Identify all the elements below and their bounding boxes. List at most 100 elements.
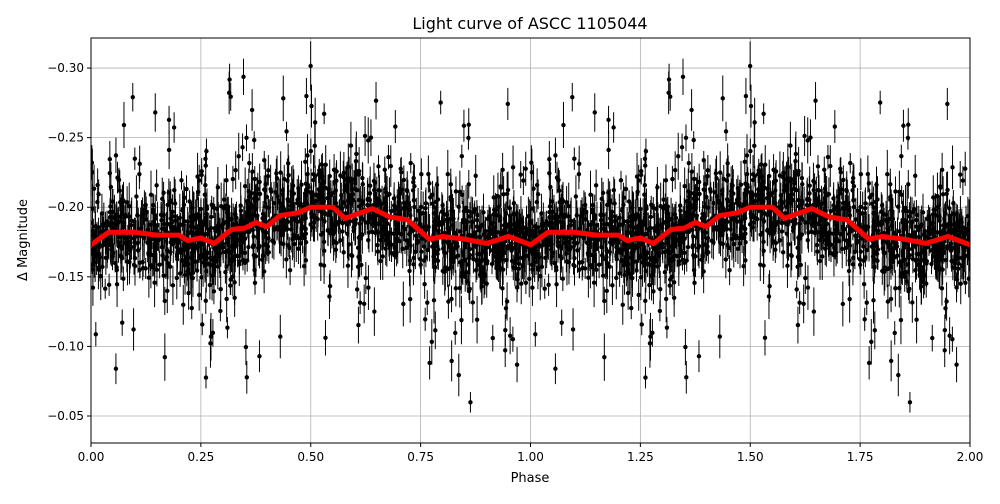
data-point bbox=[255, 197, 259, 201]
data-point bbox=[468, 400, 472, 404]
data-point bbox=[298, 241, 302, 245]
data-point bbox=[247, 161, 251, 165]
data-point bbox=[327, 294, 331, 298]
data-point bbox=[370, 230, 374, 234]
data-point bbox=[706, 250, 710, 254]
data-point bbox=[805, 220, 809, 224]
data-point bbox=[281, 188, 285, 192]
data-point bbox=[358, 221, 362, 225]
data-point bbox=[238, 203, 242, 207]
data-point bbox=[839, 170, 843, 174]
data-point bbox=[727, 268, 731, 272]
data-point bbox=[244, 345, 248, 349]
data-point bbox=[905, 279, 909, 283]
data-point bbox=[95, 183, 99, 187]
data-point bbox=[571, 327, 575, 331]
data-point bbox=[315, 217, 319, 221]
data-point bbox=[396, 210, 400, 214]
data-point bbox=[270, 239, 274, 243]
data-point bbox=[372, 188, 376, 192]
data-point bbox=[285, 218, 289, 222]
data-point bbox=[366, 238, 370, 242]
data-point bbox=[124, 213, 128, 217]
data-point bbox=[133, 256, 137, 260]
data-point bbox=[186, 291, 190, 295]
data-point bbox=[96, 253, 100, 257]
data-point bbox=[218, 224, 222, 228]
data-point bbox=[448, 243, 452, 247]
data-point bbox=[212, 205, 216, 209]
data-point bbox=[930, 336, 934, 340]
data-point bbox=[464, 206, 468, 210]
data-point bbox=[506, 102, 510, 106]
data-point bbox=[100, 211, 104, 215]
data-point bbox=[862, 282, 866, 286]
data-point bbox=[896, 373, 900, 377]
data-point bbox=[284, 257, 288, 261]
data-point bbox=[847, 269, 851, 273]
data-point bbox=[108, 171, 112, 175]
data-point bbox=[435, 183, 439, 187]
data-point bbox=[194, 212, 198, 216]
data-point bbox=[328, 284, 332, 288]
data-point bbox=[225, 325, 229, 329]
data-point bbox=[725, 197, 729, 201]
data-point bbox=[193, 11, 197, 15]
data-point bbox=[897, 190, 901, 194]
data-point bbox=[180, 258, 184, 262]
data-point bbox=[381, 254, 385, 258]
data-point bbox=[553, 153, 557, 157]
data-point bbox=[166, 261, 170, 265]
data-point bbox=[135, 213, 139, 217]
data-point bbox=[122, 123, 126, 127]
data-point bbox=[800, 176, 804, 180]
data-point bbox=[394, 250, 398, 254]
data-point bbox=[290, 192, 294, 196]
data-point bbox=[227, 218, 231, 222]
data-point bbox=[560, 320, 564, 324]
data-point bbox=[304, 258, 308, 262]
data-point bbox=[427, 361, 431, 365]
data-point bbox=[651, 205, 655, 209]
data-point bbox=[218, 309, 222, 313]
data-point bbox=[366, 285, 370, 289]
data-point bbox=[639, 173, 643, 177]
data-point bbox=[714, 171, 718, 175]
data-point bbox=[108, 237, 112, 241]
data-point bbox=[567, 204, 571, 208]
data-point bbox=[384, 247, 388, 251]
data-point bbox=[869, 340, 873, 344]
data-point bbox=[171, 242, 175, 246]
data-point bbox=[521, 257, 525, 261]
data-point bbox=[245, 375, 249, 379]
data-point bbox=[138, 261, 142, 265]
data-point bbox=[161, 273, 165, 277]
data-point bbox=[565, 259, 569, 263]
data-point bbox=[692, 138, 696, 142]
data-point bbox=[233, 168, 237, 172]
data-point bbox=[250, 169, 254, 173]
data-point bbox=[133, 157, 137, 161]
data-point bbox=[178, 216, 182, 220]
data-point bbox=[684, 375, 688, 379]
data-point bbox=[447, 266, 451, 270]
data-point bbox=[393, 124, 397, 128]
data-point bbox=[725, 161, 729, 165]
data-point bbox=[362, 302, 366, 306]
data-point bbox=[851, 198, 855, 202]
data-point bbox=[94, 332, 98, 336]
data-point bbox=[309, 149, 313, 153]
data-point bbox=[796, 169, 800, 173]
data-point bbox=[945, 188, 949, 192]
data-point bbox=[243, 251, 247, 255]
data-point bbox=[199, 275, 203, 279]
data-point bbox=[713, 190, 717, 194]
data-point bbox=[865, 300, 869, 304]
data-point bbox=[514, 258, 518, 262]
data-point bbox=[611, 125, 615, 129]
data-point bbox=[340, 206, 344, 210]
data-point bbox=[767, 294, 771, 298]
data-point bbox=[187, 199, 191, 203]
data-point bbox=[779, 206, 783, 210]
data-point bbox=[419, 172, 423, 176]
